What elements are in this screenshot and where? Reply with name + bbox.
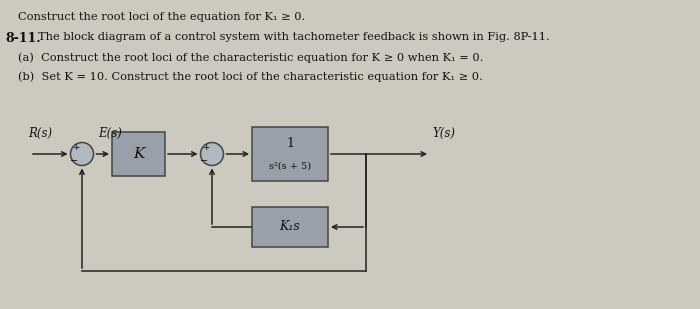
Text: +: + (202, 143, 209, 152)
Text: 8-11.: 8-11. (5, 32, 41, 45)
Text: Y(s): Y(s) (432, 127, 455, 140)
Text: 1: 1 (286, 138, 294, 150)
Text: K₁s: K₁s (279, 221, 300, 234)
FancyBboxPatch shape (112, 132, 165, 176)
Text: E(s): E(s) (98, 127, 122, 140)
Text: (b)  Set K = 10. Construct the root loci of the characteristic equation for K₁ ≥: (b) Set K = 10. Construct the root loci … (18, 71, 483, 82)
Circle shape (71, 142, 94, 166)
Text: (a)  Construct the root loci of the characteristic equation for K ≥ 0 when K₁ = : (a) Construct the root loci of the chara… (18, 52, 484, 62)
Text: The block diagram of a control system with tachometer feedback is shown in Fig. : The block diagram of a control system wi… (38, 32, 550, 42)
Text: −: − (200, 156, 208, 167)
Text: K: K (133, 147, 144, 161)
FancyBboxPatch shape (252, 127, 328, 181)
Circle shape (200, 142, 223, 166)
Text: Construct the root loci of the equation for K₁ ≥ 0.: Construct the root loci of the equation … (18, 12, 305, 22)
Text: −: − (70, 156, 78, 167)
Text: +: + (72, 143, 79, 152)
Text: s²(s + 5): s²(s + 5) (269, 162, 311, 171)
FancyBboxPatch shape (252, 207, 328, 247)
Text: R(s): R(s) (28, 127, 52, 140)
